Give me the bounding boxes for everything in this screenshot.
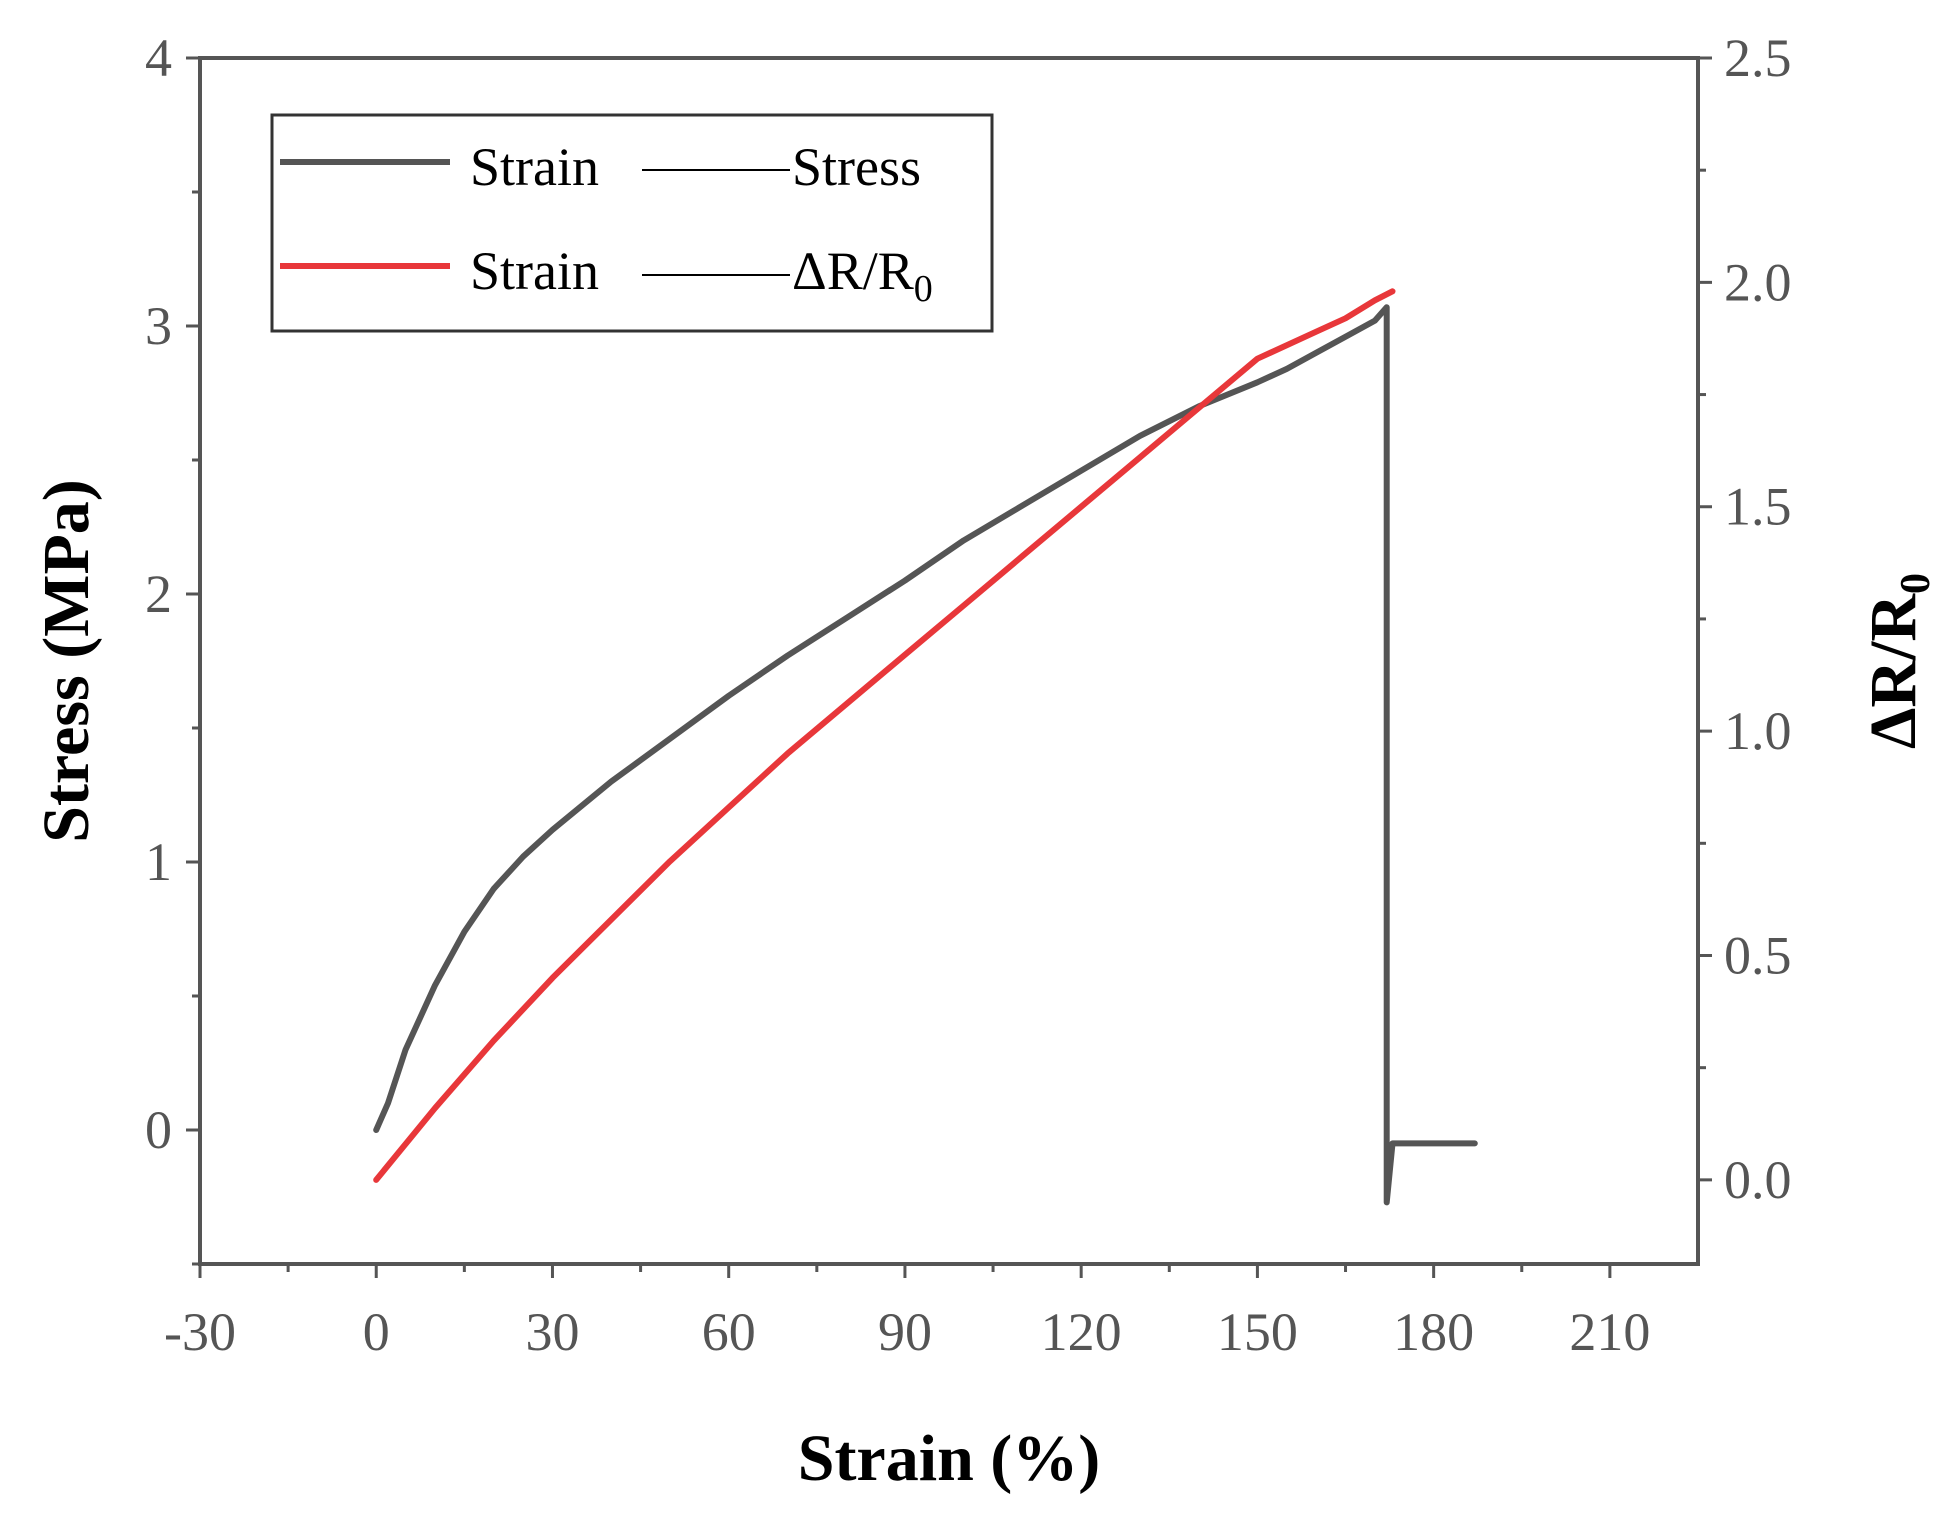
x-tick-label: 0: [363, 1302, 390, 1362]
series-layer: [373, 288, 1478, 1206]
y-right-tick-label: 1.0: [1724, 701, 1792, 761]
y-left-tick-label: 4: [145, 28, 172, 88]
x-tick-label: 120: [1041, 1302, 1122, 1362]
y-left-tick-label: 1: [145, 832, 172, 892]
y-right-tick-label: 2.5: [1724, 28, 1792, 88]
legend-label-resistance-left: Strain: [470, 241, 599, 301]
legend-label-resistance-right: ΔR/R0: [792, 241, 933, 310]
legend: Strain Stress Strain ΔR/R0: [270, 113, 994, 333]
x-tick-label: 90: [878, 1302, 932, 1362]
y-right-axis-title-main: ΔR/R: [1857, 593, 1930, 749]
y-right-axis-title-sub: 0: [1893, 573, 1939, 594]
plot-frame: [198, 56, 1700, 1266]
x-tick-label: 150: [1217, 1302, 1298, 1362]
stress-series-line: [373, 304, 1478, 1206]
legend-entry-stress: Strain Stress: [280, 137, 921, 197]
x-tick-label: 60: [702, 1302, 756, 1362]
x-tick-label: 180: [1393, 1302, 1474, 1362]
legend-label-stress-right: Stress: [792, 137, 921, 197]
x-axis-title: Strain (%): [798, 1422, 1100, 1495]
y-right-axis-title: ΔR/R0: [1857, 573, 1939, 749]
x-tick-label: -30: [164, 1302, 236, 1362]
legend-box: [270, 113, 994, 333]
y-left-tick-label: 3: [145, 296, 172, 356]
y-right-tick-label: 0.0: [1724, 1150, 1792, 1210]
y-left-tick-label: 0: [145, 1100, 172, 1160]
x-tick-label: 30: [525, 1302, 579, 1362]
y-right-tick-label: 2.0: [1724, 252, 1792, 312]
y-left-axis-title: Stress (MPa): [30, 479, 103, 843]
legend-label-stress-left: Strain: [470, 137, 599, 197]
y-right-tick-label: 1.5: [1724, 477, 1792, 537]
tick-labels: -30 0 30 60 90 120 150 180 210 0 1 2 3 4 0.0 0.5 1.0 1.5 2…: [145, 28, 1792, 1362]
legend-label-resistance-main: ΔR/R: [792, 241, 914, 301]
x-tick-label: 210: [1569, 1302, 1650, 1362]
legend-label-resistance-sub: 0: [914, 268, 933, 310]
y-right-tick-label: 0.5: [1724, 925, 1792, 985]
y-left-tick-label: 2: [145, 564, 172, 624]
legend-entry-resistance: Strain ΔR/R0: [280, 241, 933, 310]
resistance-series-line: [373, 288, 1396, 1183]
